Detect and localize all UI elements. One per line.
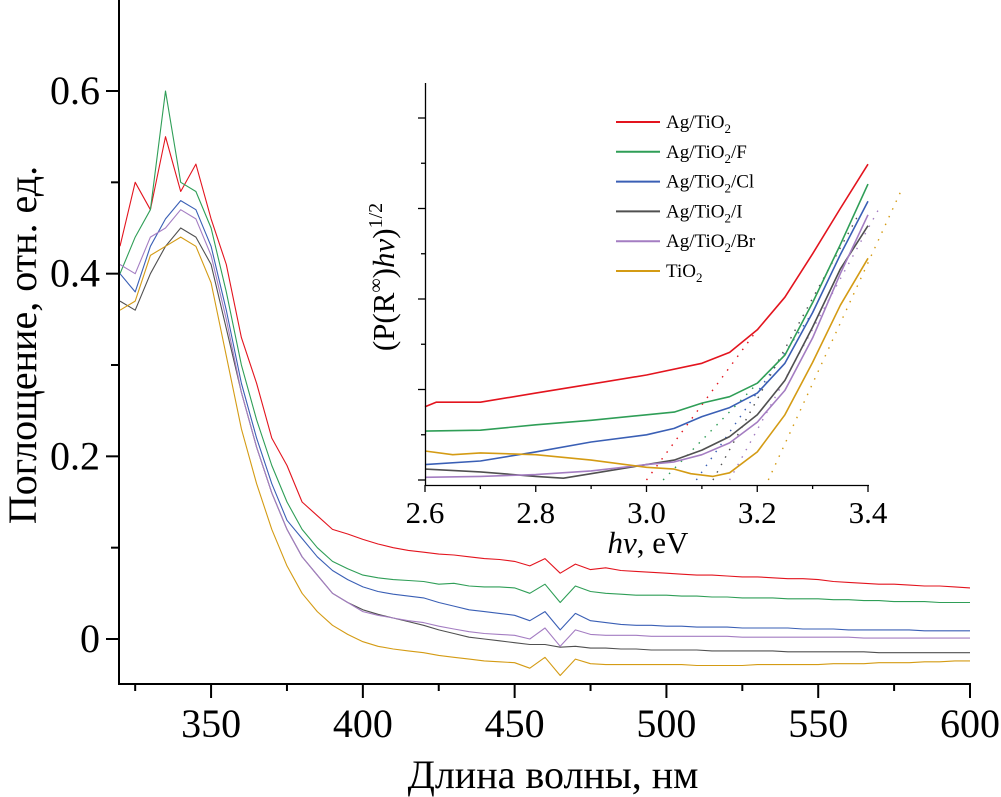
main-x-axis-title: Длина волны, нм — [408, 752, 699, 797]
inset-tangent-ag-tio2-br — [728, 208, 880, 481]
main-x-ticks: 350 400 450 500 550 600 — [134, 684, 1000, 746]
inset-series-line-tio2 — [424, 257, 869, 478]
inset-series-line-ag-tio2-br — [424, 214, 869, 479]
inset-x-axis-title: hν, eV — [608, 525, 690, 560]
inset-x-tick-label: 3.2 — [738, 495, 777, 530]
main-series-line-ag-tio2-cl — [119, 200, 970, 632]
main-x-tick-label: 450 — [485, 701, 545, 746]
legend-label: Ag/TiO2 — [666, 112, 731, 136]
inset-ylabel-mid: ) — [366, 268, 401, 278]
legend-label: TiO2 — [666, 261, 702, 285]
legend-label: Ag/TiO2/Cl — [666, 172, 754, 196]
inset-background — [426, 83, 896, 484]
inset-series-line-ag-tio2-cl — [424, 200, 869, 466]
main-y-ticks: 0 0.2 0.4 0.6 — [50, 68, 119, 661]
main-y-tick-label: 0.4 — [50, 251, 100, 296]
legend-item: Ag/TiO2 — [616, 112, 731, 136]
inset-series-line-ag-tio2 — [424, 163, 869, 408]
legend-item: Ag/TiO2/I — [616, 201, 743, 225]
main-x-tick-label: 500 — [636, 701, 696, 746]
inset-y-ticks — [418, 117, 425, 481]
inset-x-tick-label: 3.0 — [627, 495, 666, 530]
legend-item: Ag/TiO2/Br — [616, 231, 756, 255]
inset-y-axis-title: (P(R∞)hν)1/2 — [365, 203, 401, 351]
inset-series-group — [424, 163, 902, 481]
main-y-axis-title: Поглощение, отн. ед. — [0, 166, 45, 524]
inset-series-line-ag-tio2-f — [424, 183, 869, 432]
main-series-line-ag-tio2-br — [119, 209, 970, 647]
legend-item: TiO2 — [616, 261, 702, 285]
main-series-line-ag-tio2-f — [119, 90, 970, 604]
main-x-tick-label: 600 — [940, 701, 1000, 746]
main-x-tick-label: 400 — [333, 701, 393, 746]
inset-x-axis-title-rest: , eV — [637, 525, 689, 560]
legend-item: Ag/TiO2/F — [616, 142, 747, 166]
main-x-tick-label: 350 — [181, 701, 241, 746]
main-x-tick-label: 550 — [788, 701, 848, 746]
inset-x-axis-title-italic: hν — [608, 525, 638, 560]
main-y-tick-label: 0.6 — [50, 68, 100, 113]
inset-ylabel-sup2: 1/2 — [365, 203, 387, 229]
inset-ylabel-italic: hν — [366, 238, 401, 268]
inset-x-ticks: 2.6 2.8 3.0 3.2 3.4 — [406, 485, 888, 530]
main-series-group — [119, 90, 971, 677]
legend: Ag/TiO2 Ag/TiO2/F Ag/TiO2/Cl Ag/TiO2/I Ag/Ti… — [616, 112, 756, 285]
legend-label: Ag/TiO2/F — [666, 142, 747, 166]
inset-ylabel-end: ) — [366, 228, 401, 238]
main-series-line-ag-tio2 — [119, 136, 971, 589]
inset-x-tick-label: 3.4 — [849, 495, 888, 530]
inset-ylabel-sup1: ∞ — [365, 278, 387, 292]
inset-x-tick-label: 2.6 — [406, 495, 445, 530]
inset-series-line-ag-tio2-i — [424, 225, 869, 480]
inset-x-tick-label: 2.8 — [516, 495, 555, 530]
main-series-line-tio2 — [119, 236, 970, 677]
main-y-tick-label: 0 — [80, 616, 100, 661]
legend-label: Ag/TiO2/Br — [666, 231, 756, 255]
legend-label: Ag/TiO2/I — [666, 201, 743, 225]
inset-ylabel-base: (P(R — [366, 292, 401, 351]
inset-plot: 2.6 2.8 3.0 3.2 3.4 hν, eV (P(R∞)hν)1/2 Ag/T… — [365, 83, 902, 560]
legend-item: Ag/TiO2/Cl — [616, 172, 754, 196]
main-y-tick-label: 0.2 — [50, 433, 100, 478]
